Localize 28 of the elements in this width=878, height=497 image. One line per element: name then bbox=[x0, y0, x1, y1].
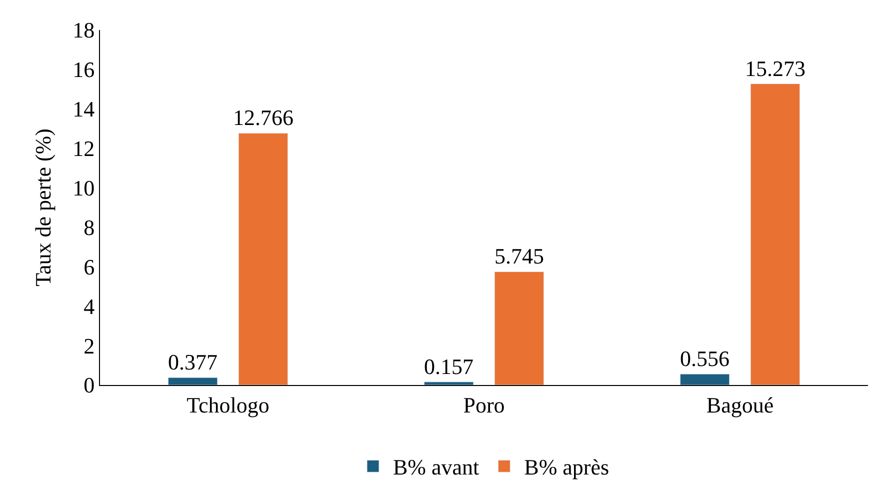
bar bbox=[750, 84, 800, 385]
x-tick-label: Tchologo bbox=[186, 392, 270, 418]
y-tick-label: 10 bbox=[72, 175, 95, 200]
bar bbox=[680, 374, 730, 385]
x-tick-label: Bagoué bbox=[706, 392, 774, 418]
data-label: 0.556 bbox=[680, 346, 730, 372]
data-label: 12.766 bbox=[232, 105, 294, 130]
bar bbox=[494, 271, 544, 385]
y-tick-label: 16 bbox=[72, 57, 95, 82]
data-label: 5.745 bbox=[494, 244, 544, 269]
y-tick-label: 6 bbox=[84, 254, 95, 280]
data-label: 0.377 bbox=[168, 350, 218, 375]
x-tick-label: Poro bbox=[463, 392, 505, 418]
y-tick-label: 0 bbox=[84, 372, 95, 398]
bar bbox=[424, 382, 474, 385]
y-tick-label: 4 bbox=[84, 294, 95, 319]
y-tick-label: 14 bbox=[72, 96, 95, 122]
data-label: 0.157 bbox=[424, 354, 474, 379]
legend-label: B% avant bbox=[393, 454, 480, 480]
legend-label: B% après bbox=[524, 454, 610, 480]
y-tick-label: 12 bbox=[72, 136, 95, 162]
y-tick-label: 2 bbox=[84, 333, 95, 358]
bar bbox=[238, 132, 288, 385]
bar bbox=[168, 377, 218, 385]
y-tick-label: 18 bbox=[72, 18, 95, 43]
y-axis-title: Taux de perte (%) bbox=[30, 128, 56, 286]
y-tick-label: 8 bbox=[84, 214, 95, 240]
data-label: 15.273 bbox=[744, 56, 806, 81]
